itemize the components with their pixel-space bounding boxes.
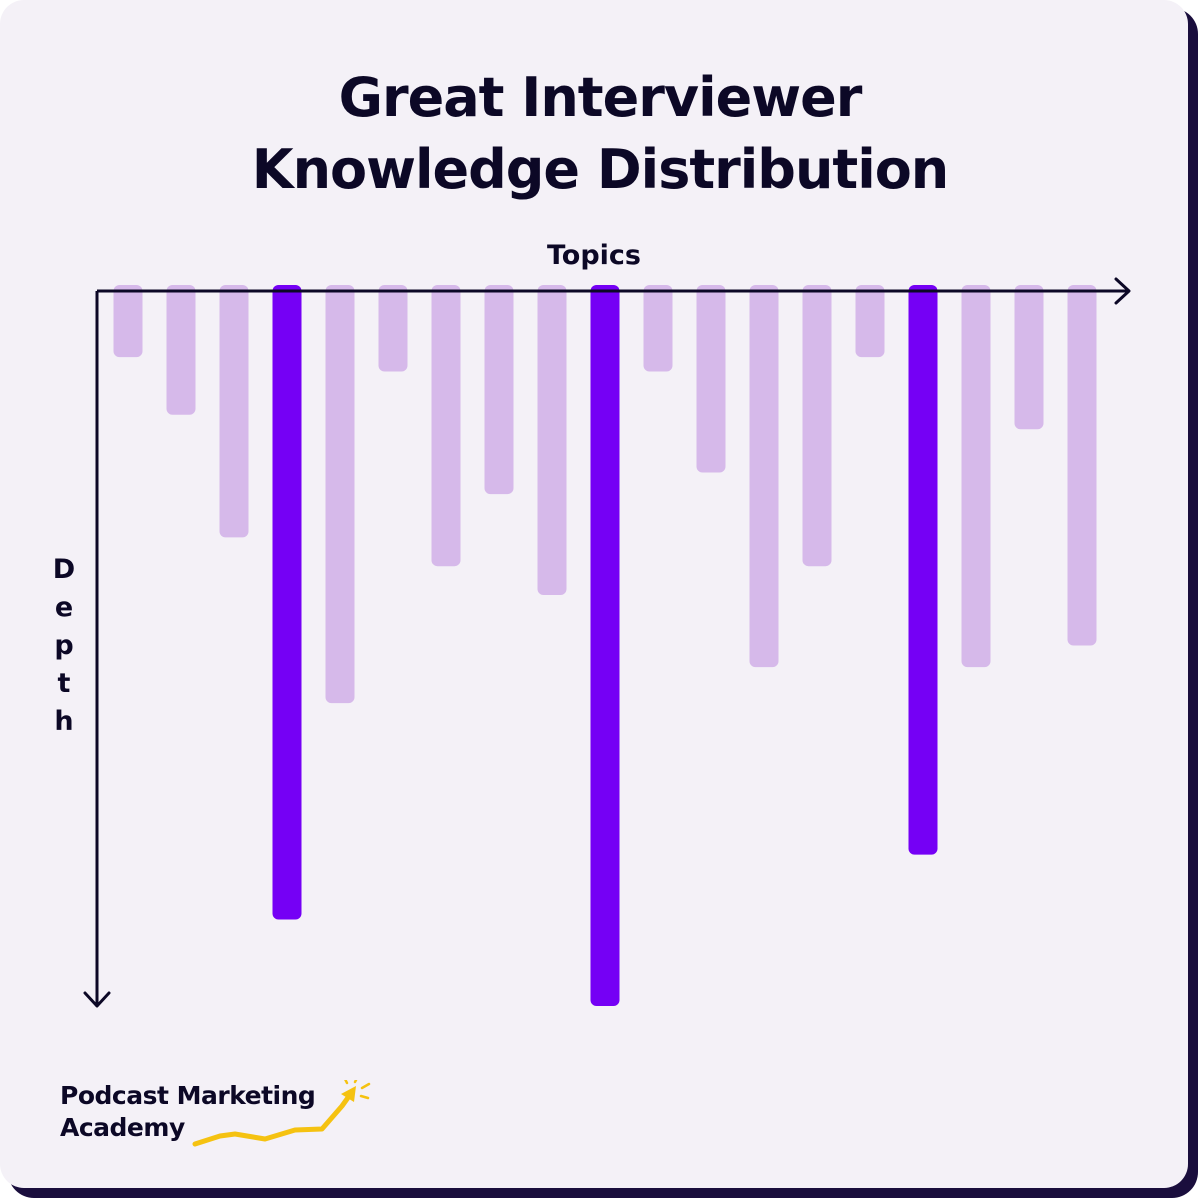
y-axis-label-letter: e bbox=[55, 592, 73, 623]
bar bbox=[749, 285, 779, 668]
bar bbox=[696, 285, 726, 473]
bar bbox=[325, 285, 355, 704]
y-axis-label-letter: p bbox=[54, 630, 73, 661]
title-line-1: Great Interviewer bbox=[338, 66, 863, 129]
logo-line-2: Academy bbox=[60, 1113, 185, 1142]
y-axis-label-letter: D bbox=[53, 554, 75, 585]
logo-line-1: Podcast Marketing bbox=[60, 1081, 316, 1110]
bar bbox=[1067, 285, 1097, 646]
bars-group bbox=[113, 285, 1097, 1006]
title-line-2: Knowledge Distribution bbox=[251, 138, 950, 201]
logo: Podcast Marketing Academy bbox=[60, 1080, 371, 1147]
bar bbox=[855, 285, 885, 358]
bar bbox=[219, 285, 249, 538]
bar bbox=[378, 285, 408, 372]
y-axis-label-letter: t bbox=[58, 668, 71, 699]
y-axis-label-letter: h bbox=[54, 706, 73, 737]
y-axis-arrow-icon bbox=[83, 991, 111, 1008]
bar bbox=[1014, 285, 1044, 430]
x-axis-arrow-icon bbox=[1114, 277, 1131, 305]
x-axis-label: Topics bbox=[547, 240, 641, 271]
bar bbox=[113, 285, 143, 358]
chart-title: Great Interviewer Knowledge Distribution bbox=[0, 62, 1188, 206]
bar-highlighted bbox=[908, 285, 938, 855]
logo-trend-icon bbox=[192, 1080, 371, 1147]
bar bbox=[802, 285, 832, 567]
bar bbox=[166, 285, 196, 415]
bar-highlighted bbox=[590, 285, 620, 1006]
bar bbox=[961, 285, 991, 668]
bar-highlighted bbox=[272, 285, 302, 920]
bar bbox=[643, 285, 673, 372]
bar bbox=[537, 285, 567, 596]
x-axis: Topics bbox=[97, 240, 1131, 305]
bar bbox=[431, 285, 461, 567]
bar bbox=[484, 285, 514, 495]
